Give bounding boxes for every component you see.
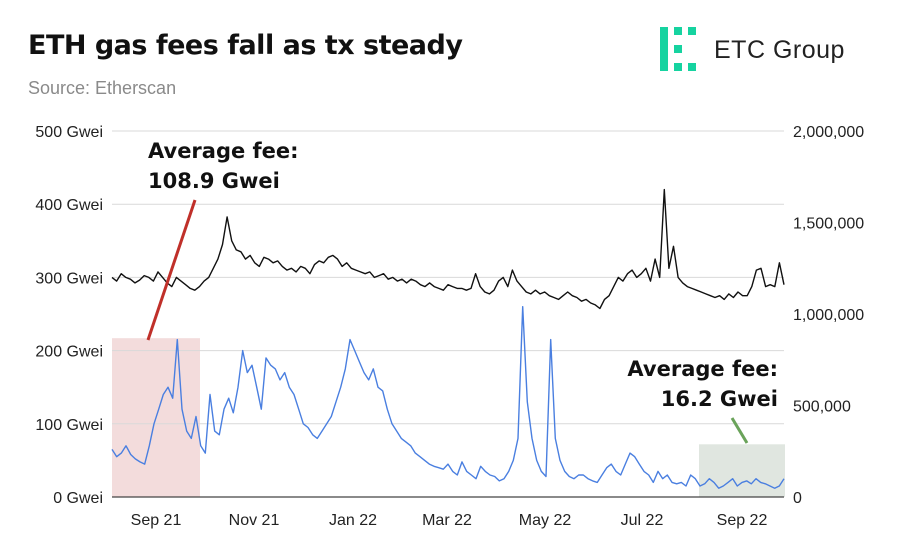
- annotation-line2: 16.2 Gwei: [661, 387, 778, 411]
- y-right-tick-label: 1,000,000: [793, 307, 864, 324]
- chart-subtitle: Source: Etherscan: [28, 78, 177, 98]
- x-tick-label: Nov 21: [229, 512, 280, 529]
- annotation-line2: 108.9 Gwei: [148, 169, 280, 193]
- x-tick-label: Sep 22: [717, 512, 768, 529]
- x-tick-label: Sep 21: [131, 512, 182, 529]
- y-left-tick-label: 200 Gwei: [35, 344, 103, 361]
- annotation-line1: Average fee:: [148, 139, 299, 163]
- y-right-tick-label: 2,000,000: [793, 124, 864, 141]
- logo-mark-icon: [660, 27, 696, 71]
- gas-fee-line: [111, 306, 785, 489]
- transactions-line: [111, 188, 785, 310]
- logo-text: ETC Group: [714, 36, 845, 64]
- y-right-tick-label: 0: [793, 490, 802, 507]
- x-tick-label: Mar 22: [422, 512, 472, 529]
- annotation-pointer-early: [146, 199, 197, 341]
- annotation-pointer-late: [730, 417, 749, 444]
- highlight-late-period: [699, 444, 785, 497]
- y-left-tick-label: 500 Gwei: [35, 124, 103, 141]
- x-tick-label: May 22: [519, 512, 572, 529]
- y-right-tick-label: 500,000: [793, 399, 851, 416]
- y-left-tick-label: 100 Gwei: [35, 417, 103, 434]
- x-tick-label: Jul 22: [621, 512, 664, 529]
- y-left-tick-label: 0 Gwei: [53, 490, 103, 507]
- etc-group-logo: [660, 27, 696, 71]
- annotation-line1: Average fee:: [627, 357, 778, 381]
- x-tick-label: Jan 22: [329, 512, 377, 529]
- y-right-tick-label: 1,500,000: [793, 216, 864, 233]
- chart-title: ETH gas fees fall as tx steady: [28, 30, 463, 61]
- y-left-tick-label: 400 Gwei: [35, 197, 103, 214]
- y-left-tick-label: 300 Gwei: [35, 270, 103, 287]
